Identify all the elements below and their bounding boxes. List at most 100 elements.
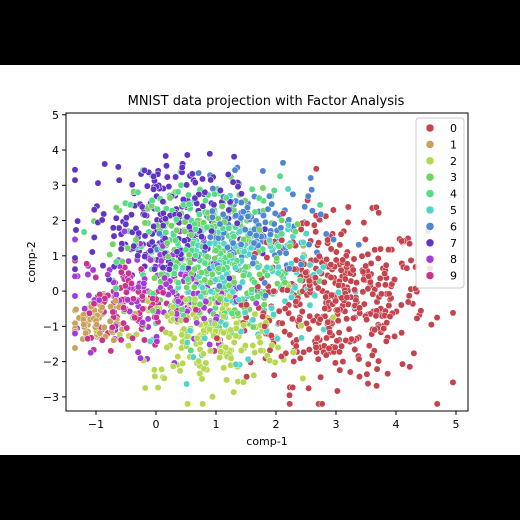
data-point-6	[297, 261, 305, 268]
data-point-2	[227, 354, 235, 362]
data-point-7	[130, 242, 138, 250]
data-point-2	[125, 342, 132, 350]
data-point-6	[270, 220, 278, 228]
data-point-6	[235, 283, 243, 291]
data-point-5	[212, 276, 220, 284]
data-point-2	[257, 347, 265, 355]
data-point-2	[182, 296, 190, 304]
data-point-5	[315, 268, 323, 276]
data-point-5	[302, 230, 310, 238]
data-point-6	[330, 236, 337, 243]
data-point-3	[106, 251, 114, 259]
data-point-8	[161, 274, 169, 282]
data-point-8	[104, 271, 112, 279]
data-point-3	[291, 228, 299, 236]
data-point-7	[134, 252, 142, 260]
data-point-0	[413, 314, 421, 322]
data-point-0	[363, 316, 371, 324]
data-point-2	[223, 376, 231, 384]
data-point-0	[334, 317, 342, 325]
data-point-0	[361, 235, 369, 243]
data-point-7	[165, 265, 173, 273]
data-point-6	[209, 185, 217, 193]
data-point-5	[239, 278, 246, 286]
data-point-5	[285, 221, 293, 229]
data-point-0	[364, 285, 372, 293]
data-point-7	[191, 179, 199, 187]
data-point-8	[144, 315, 152, 323]
data-point-7	[135, 229, 143, 237]
data-point-6	[252, 232, 260, 240]
data-point-2	[225, 333, 233, 341]
data-point-2	[193, 334, 201, 342]
data-point-0	[312, 228, 320, 236]
y-tick-label: 2	[52, 215, 59, 228]
data-point-0	[331, 359, 339, 367]
data-point-3	[215, 265, 223, 272]
data-point-7	[172, 173, 180, 181]
data-point-4	[182, 246, 190, 254]
y-tick-label: 5	[52, 109, 59, 122]
data-point-4	[187, 347, 195, 354]
data-point-7	[122, 214, 130, 222]
data-point-3	[294, 220, 301, 228]
data-point-3	[164, 253, 172, 261]
data-point-4	[162, 228, 170, 236]
data-point-1	[100, 323, 108, 331]
data-point-7	[180, 237, 188, 245]
data-point-8	[137, 354, 144, 362]
data-point-7	[94, 179, 102, 187]
data-point-2	[168, 309, 176, 317]
data-point-4	[172, 263, 180, 271]
points-layer	[71, 150, 457, 408]
data-point-0	[213, 334, 221, 342]
data-point-4	[230, 233, 238, 241]
data-point-1	[71, 344, 79, 352]
data-point-0	[427, 321, 435, 329]
data-point-0	[278, 319, 286, 327]
data-point-9	[139, 305, 147, 313]
data-point-5	[207, 287, 215, 295]
data-point-5	[240, 248, 248, 256]
data-point-6	[261, 218, 269, 226]
data-point-0	[403, 264, 411, 272]
data-point-2	[249, 342, 257, 349]
data-point-7	[162, 152, 170, 160]
data-point-2	[256, 339, 264, 347]
data-point-4	[270, 187, 278, 194]
data-point-0	[371, 326, 379, 334]
data-point-9	[127, 280, 135, 287]
data-point-7	[71, 176, 79, 184]
data-point-7	[141, 253, 149, 260]
data-point-6	[260, 212, 267, 219]
data-point-3	[248, 286, 256, 294]
data-point-3	[260, 301, 268, 309]
data-point-7	[74, 217, 82, 225]
data-point-0	[285, 309, 293, 317]
data-point-5	[299, 253, 307, 261]
chart-figure: MNIST data projection with Factor Analys…	[0, 65, 520, 455]
data-point-0	[371, 246, 379, 254]
data-point-0	[351, 286, 359, 294]
data-point-2	[289, 348, 297, 356]
data-point-5	[284, 185, 292, 193]
data-point-2	[158, 365, 166, 373]
data-point-7	[115, 176, 123, 184]
data-point-0	[332, 248, 340, 256]
data-point-0	[270, 287, 278, 295]
plot-frame	[65, 112, 469, 412]
data-point-7	[141, 166, 148, 174]
data-point-0	[356, 373, 363, 381]
data-point-6	[246, 230, 254, 237]
data-point-4	[275, 242, 283, 250]
data-point-0	[324, 318, 332, 326]
data-point-8	[252, 299, 260, 307]
data-point-0	[335, 329, 343, 337]
x-tick-label: 2	[273, 418, 280, 431]
data-point-8	[125, 257, 132, 265]
data-point-3	[278, 216, 286, 224]
data-point-6	[206, 233, 214, 241]
data-point-5	[266, 236, 274, 244]
data-point-8	[85, 291, 93, 299]
data-point-2	[200, 365, 208, 373]
